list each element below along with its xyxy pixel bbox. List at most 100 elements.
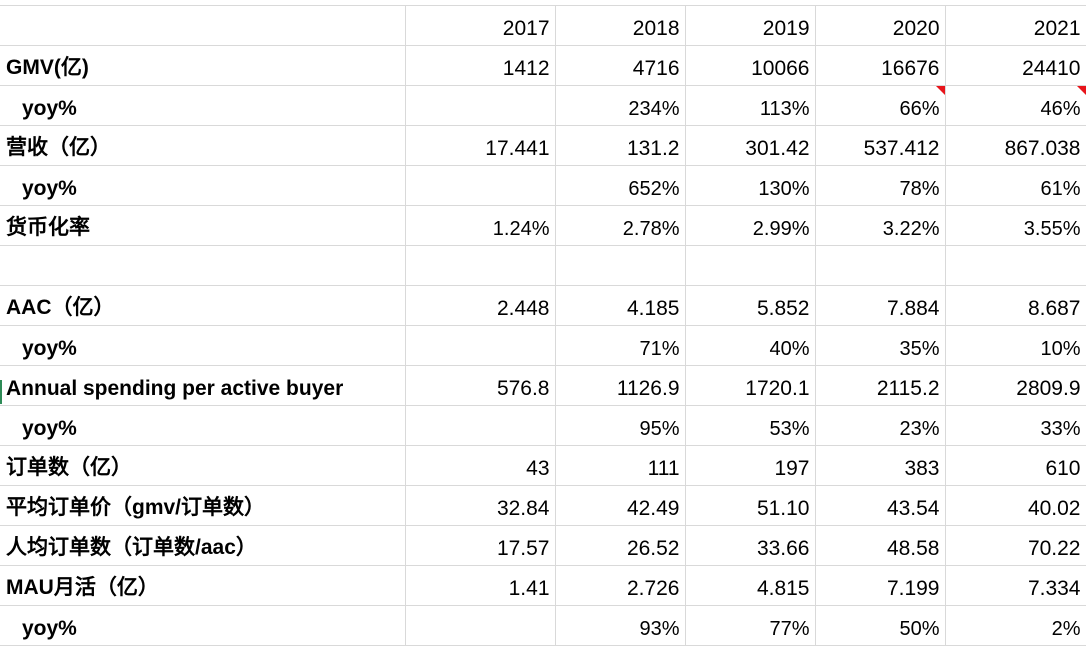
value-cell[interactable]: 32.84 <box>405 485 556 526</box>
year-header-cell[interactable]: 2017 <box>405 5 556 46</box>
value-cell[interactable]: 2.99% <box>685 205 816 246</box>
value-cell[interactable]: 50% <box>815 605 946 646</box>
value-cell[interactable]: 4.815 <box>685 565 816 606</box>
value-cell[interactable]: 1412 <box>405 45 556 86</box>
cell-value: 35% <box>899 338 940 360</box>
value-cell[interactable]: 26.52 <box>555 525 686 566</box>
value-cell[interactable]: 234% <box>555 85 686 126</box>
row-label-cell[interactable]: Annual spending per active buyer <box>0 365 406 406</box>
value-cell[interactable]: 10066 <box>685 45 816 86</box>
value-cell[interactable]: 16676 <box>815 45 946 86</box>
year-header-cell[interactable]: 2018 <box>555 5 686 46</box>
row-label-cell[interactable]: AAC（亿） <box>0 285 406 326</box>
row-label-cell[interactable]: 平均订单价（gmv/订单数） <box>0 485 406 526</box>
value-cell[interactable]: 4716 <box>555 45 686 86</box>
value-cell[interactable]: 43 <box>405 445 556 486</box>
value-cell[interactable]: 78% <box>815 165 946 206</box>
value-cell[interactable]: 301.42 <box>685 125 816 166</box>
row-label-cell[interactable]: GMV(亿) <box>0 45 406 86</box>
row-label-cell[interactable]: 人均订单数（订单数/aac） <box>0 525 406 566</box>
value-cell[interactable] <box>405 405 556 446</box>
value-cell[interactable] <box>405 245 556 286</box>
value-cell[interactable] <box>405 85 556 126</box>
value-cell[interactable]: 40.02 <box>945 485 1086 526</box>
value-cell[interactable] <box>405 605 556 646</box>
value-cell[interactable]: 131.2 <box>555 125 686 166</box>
value-cell[interactable]: 51.10 <box>685 485 816 526</box>
value-cell[interactable]: 17.57 <box>405 525 556 566</box>
value-cell[interactable]: 53% <box>685 405 816 446</box>
value-cell[interactable]: 17.441 <box>405 125 556 166</box>
comment-indicator-icon[interactable] <box>935 86 944 95</box>
row-label-cell[interactable]: yoy% <box>0 325 406 366</box>
value-cell[interactable]: 113% <box>685 85 816 126</box>
value-cell[interactable]: 197 <box>685 445 816 486</box>
value-cell[interactable]: 867.038 <box>945 125 1086 166</box>
value-cell[interactable]: 652% <box>555 165 686 206</box>
value-cell[interactable]: 95% <box>555 405 686 446</box>
value-cell[interactable]: 7.199 <box>815 565 946 606</box>
comment-indicator-icon[interactable] <box>1076 86 1085 95</box>
value-cell[interactable]: 2.726 <box>555 565 686 606</box>
value-cell[interactable]: 2% <box>945 605 1086 646</box>
value-cell[interactable] <box>815 245 946 286</box>
value-cell[interactable]: 2.448 <box>405 285 556 326</box>
value-cell[interactable] <box>945 245 1086 286</box>
value-cell[interactable] <box>555 245 686 286</box>
value-cell[interactable]: 2809.9 <box>945 365 1086 406</box>
value-cell[interactable]: 4.185 <box>555 285 686 326</box>
value-cell[interactable]: 3.55% <box>945 205 1086 246</box>
row-label-cell[interactable]: yoy% <box>0 85 406 126</box>
value-cell[interactable]: 576.8 <box>405 365 556 406</box>
value-cell[interactable]: 46% <box>945 85 1086 126</box>
value-cell[interactable]: 66% <box>815 85 946 126</box>
value-cell[interactable]: 1720.1 <box>685 365 816 406</box>
value-cell[interactable]: 111 <box>555 445 686 486</box>
value-cell[interactable]: 43.54 <box>815 485 946 526</box>
value-cell[interactable]: 93% <box>555 605 686 646</box>
value-cell[interactable]: 40% <box>685 325 816 366</box>
value-cell[interactable] <box>685 245 816 286</box>
value-cell[interactable]: 130% <box>685 165 816 206</box>
value-cell[interactable]: 33.66 <box>685 525 816 566</box>
row-label-cell[interactable]: yoy% <box>0 165 406 206</box>
value-cell[interactable]: 10% <box>945 325 1086 366</box>
value-cell[interactable]: 70.22 <box>945 525 1086 566</box>
row-label-cell[interactable]: 营收（亿） <box>0 125 406 166</box>
year-header-cell[interactable]: 2021 <box>945 5 1086 46</box>
row-label-cell[interactable] <box>0 245 406 286</box>
value-cell[interactable]: 61% <box>945 165 1086 206</box>
row-label-cell[interactable]: yoy% <box>0 605 406 646</box>
value-cell[interactable]: 48.58 <box>815 525 946 566</box>
value-cell[interactable] <box>405 165 556 206</box>
value-cell[interactable]: 23% <box>815 405 946 446</box>
value-cell[interactable]: 537.412 <box>815 125 946 166</box>
value-cell[interactable]: 2115.2 <box>815 365 946 406</box>
value-cell[interactable]: 42.49 <box>555 485 686 526</box>
value-cell[interactable]: 610 <box>945 445 1086 486</box>
value-cell[interactable]: 1.24% <box>405 205 556 246</box>
row-label-cell[interactable]: 订单数（亿） <box>0 445 406 486</box>
spreadsheet-grid[interactable]: 2017 2018 2019 2020 2021 GMV(亿) 1412 4716 10066 1… <box>0 5 1086 646</box>
row-label-cell[interactable]: MAU月活（亿） <box>0 565 406 606</box>
row-label-cell[interactable]: yoy% <box>0 405 406 446</box>
value-cell[interactable] <box>405 325 556 366</box>
value-cell[interactable]: 1126.9 <box>555 365 686 406</box>
year-header-cell[interactable]: 2019 <box>685 5 816 46</box>
row-label-cell[interactable]: 货币化率 <box>0 205 406 246</box>
header-corner-cell[interactable] <box>0 5 406 46</box>
value-cell[interactable]: 5.852 <box>685 285 816 326</box>
value-cell[interactable]: 77% <box>685 605 816 646</box>
value-cell[interactable]: 24410 <box>945 45 1086 86</box>
value-cell[interactable]: 7.884 <box>815 285 946 326</box>
value-cell[interactable]: 3.22% <box>815 205 946 246</box>
year-header-cell[interactable]: 2020 <box>815 5 946 46</box>
value-cell[interactable]: 7.334 <box>945 565 1086 606</box>
value-cell[interactable]: 383 <box>815 445 946 486</box>
value-cell[interactable]: 8.687 <box>945 285 1086 326</box>
value-cell[interactable]: 2.78% <box>555 205 686 246</box>
value-cell[interactable]: 33% <box>945 405 1086 446</box>
value-cell[interactable]: 71% <box>555 325 686 366</box>
value-cell[interactable]: 35% <box>815 325 946 366</box>
value-cell[interactable]: 1.41 <box>405 565 556 606</box>
